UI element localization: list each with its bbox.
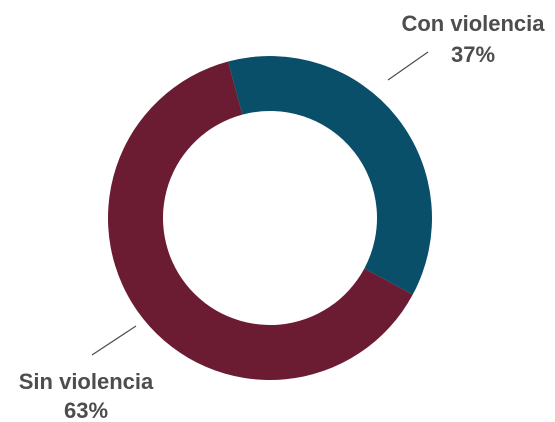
donut-slice-sin-violencia [107,61,413,381]
leader-line-sin-violencia [91,325,137,356]
slice-value-sin-violencia: 63% [64,398,108,422]
donut-slices [107,56,432,381]
leader-line-con-violencia [387,51,429,81]
slice-value-con-violencia: 37% [451,42,495,67]
donut-slice-con-violencia [228,56,432,295]
slice-label-con-violencia: Con violencia [401,11,545,36]
slice-label-sin-violencia: Sin violencia [19,369,154,394]
